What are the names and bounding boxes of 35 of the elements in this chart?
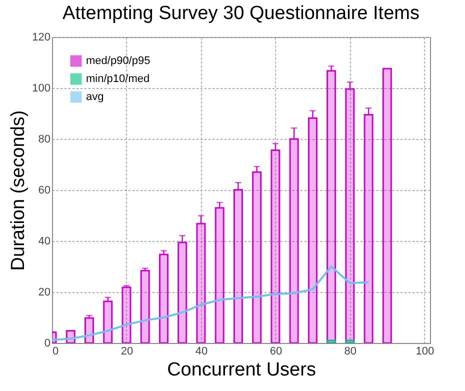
bar — [345, 340, 355, 343]
y-tick-label: 40 — [38, 236, 50, 248]
bar — [289, 138, 299, 343]
bar — [382, 68, 392, 343]
x-tick-label: 100 — [416, 346, 434, 358]
bar — [308, 117, 318, 343]
legend-label: med/p90/p95 — [86, 55, 150, 67]
bar — [178, 242, 188, 343]
y-axis-title: Duration (seconds) — [8, 110, 30, 271]
y-tick-label: 20 — [38, 286, 50, 298]
x-tick-label: 20 — [120, 346, 134, 358]
y-tick-label: 80 — [38, 134, 50, 146]
bar — [233, 188, 243, 343]
bar — [364, 114, 374, 343]
bar — [252, 171, 262, 343]
y-tick-label: 100 — [32, 82, 50, 94]
x-axis-title: Concurrent Users — [167, 360, 316, 380]
x-tick-label: 60 — [270, 346, 282, 358]
bar — [103, 300, 113, 343]
legend-label: avg — [86, 91, 104, 103]
legend-label: min/p10/med — [86, 73, 150, 85]
x-tick-label: 40 — [195, 346, 208, 358]
y-tick-label: 120 — [32, 32, 50, 44]
bar — [122, 286, 132, 343]
bar — [214, 207, 224, 343]
bar — [196, 222, 206, 343]
bar — [158, 254, 168, 343]
bar — [270, 149, 280, 343]
y-tick-label: 60 — [38, 184, 50, 196]
y-tick-label: 0 — [44, 338, 50, 350]
x-tick-label: 80 — [344, 346, 357, 358]
x-tick-label: 0 — [52, 346, 59, 358]
line-series — [52, 266, 370, 341]
chart-title: Attempting Survey 30 Questionnaire Items — [62, 3, 420, 24]
bar — [326, 340, 336, 343]
